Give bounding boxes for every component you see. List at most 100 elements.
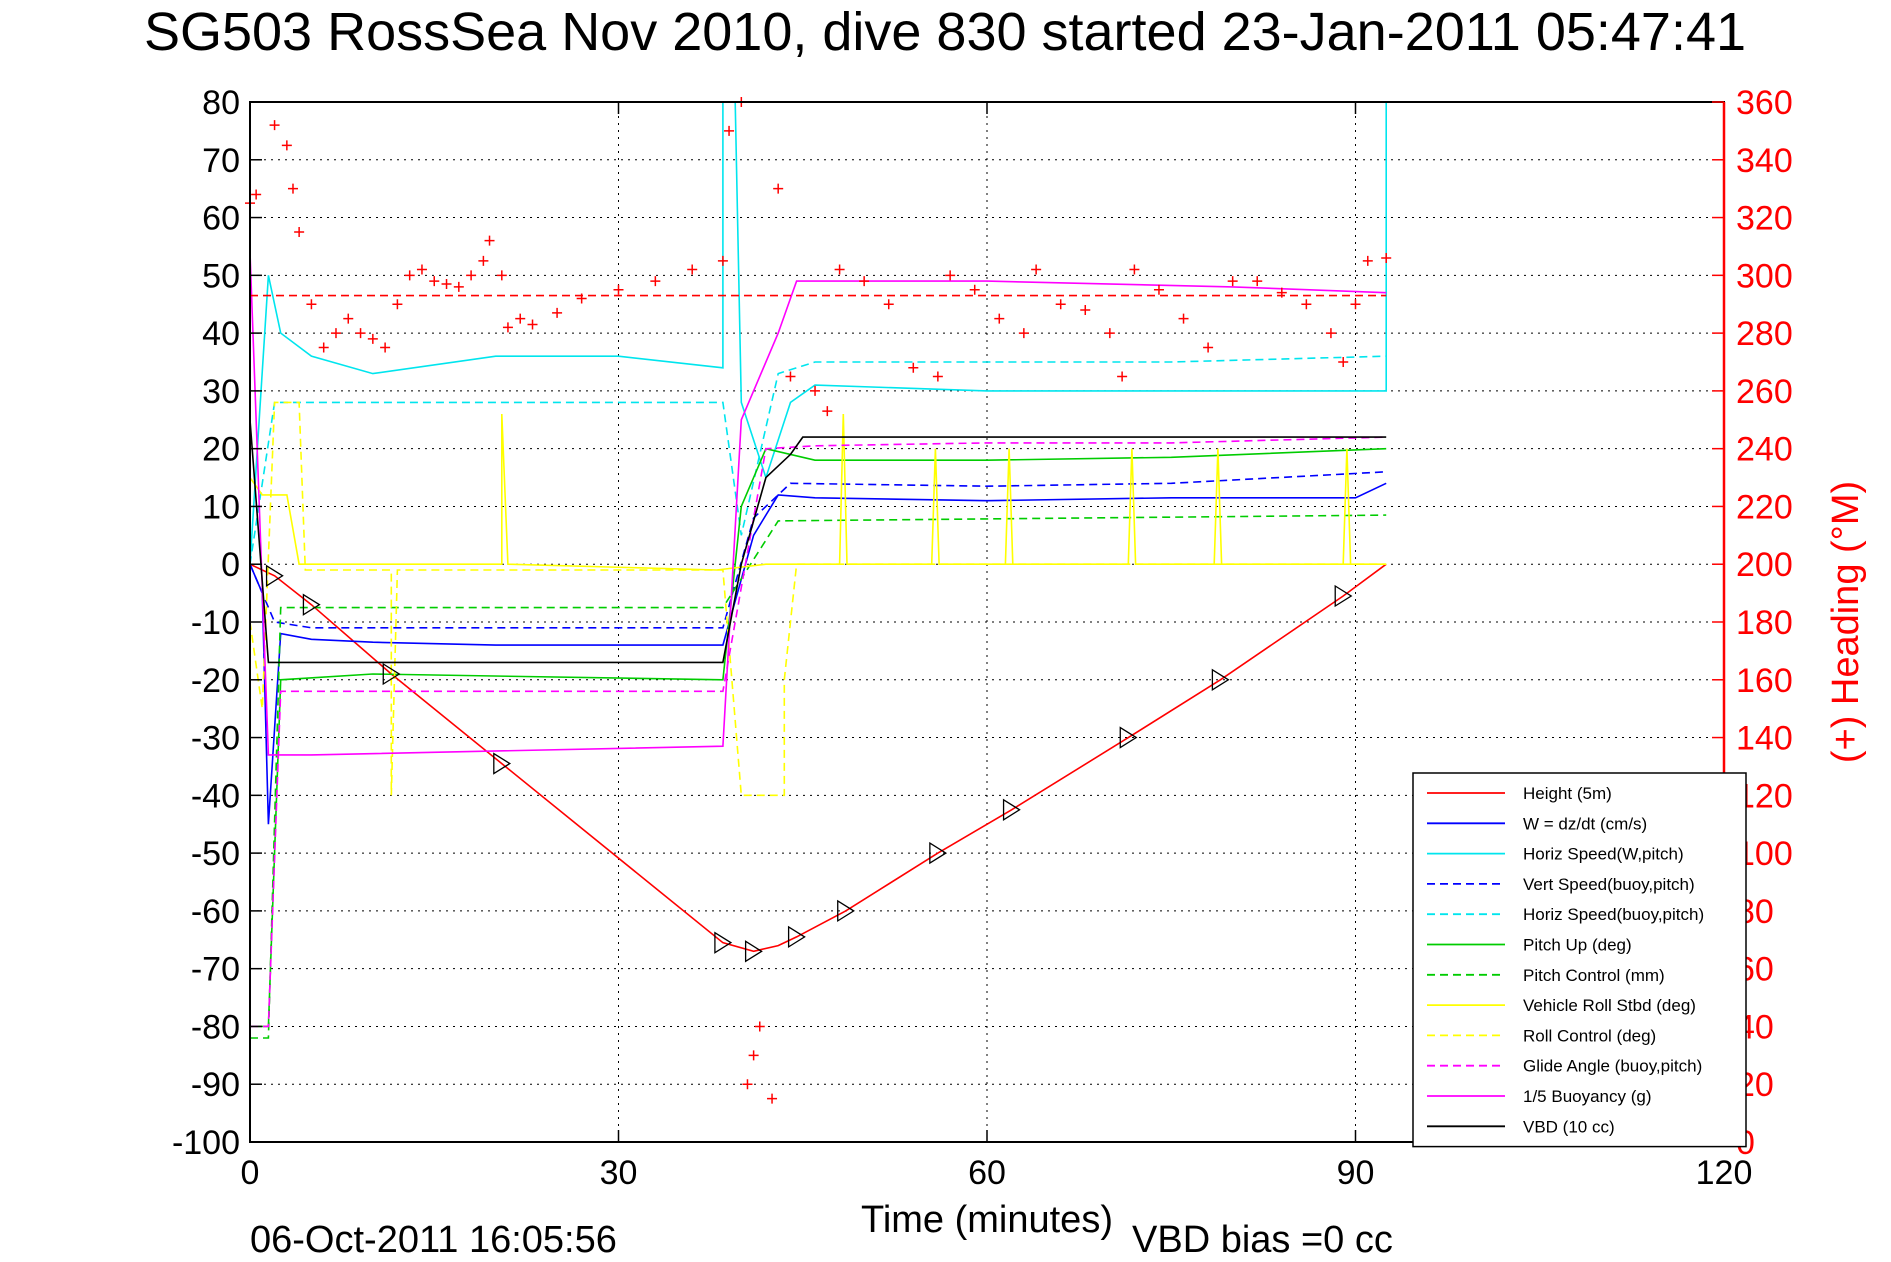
depth-marker <box>1211 668 1230 691</box>
y-right-tick-label: 320 <box>1736 200 1793 238</box>
heading-point <box>724 125 735 136</box>
heading-point <box>748 1050 759 1061</box>
series-vbd-10-cc <box>249 419 1387 664</box>
y-left-tick-label: -70 <box>191 951 240 989</box>
heading-point <box>1227 276 1238 287</box>
legend-label: W = dz/dt (cm/s) <box>1523 814 1647 833</box>
y-left-tick-label: 40 <box>202 315 240 353</box>
heading-point <box>994 313 1005 324</box>
y-right-tick-label: 140 <box>1736 720 1793 758</box>
heading-point <box>453 281 464 292</box>
heading-point <box>834 264 845 275</box>
depth-marker <box>493 752 512 775</box>
heading-point <box>785 371 796 382</box>
heading-point <box>392 299 403 310</box>
heading-point <box>1178 313 1189 324</box>
vbd-bias: VBD bias =0 cc <box>1132 1219 1393 1261</box>
heading-point <box>281 140 292 151</box>
heading-point <box>650 276 661 287</box>
heading-point <box>429 276 440 287</box>
y-right-tick-label: 260 <box>1736 373 1793 411</box>
series-1-5-buoyancy-g <box>249 252 1387 756</box>
y-right-tick-label: 220 <box>1736 488 1793 526</box>
depth-marker <box>1334 584 1353 608</box>
heading-point <box>527 319 538 330</box>
y-left-tick-label: 50 <box>202 257 240 295</box>
heading-point <box>1117 371 1128 382</box>
heading-point <box>416 264 427 275</box>
series-pitch-control-mm <box>250 514 1387 1039</box>
y-left-tick-label: 0 <box>221 546 240 584</box>
heading-point <box>883 299 894 310</box>
heading-point <box>613 284 624 295</box>
legend-label: Vert Speed(buoy,pitch) <box>1523 875 1695 894</box>
heading-point <box>367 333 378 344</box>
heading-point <box>496 270 507 281</box>
y-left-tick-label: -20 <box>191 662 240 700</box>
heading-point <box>717 255 728 266</box>
heading-point <box>1325 328 1336 339</box>
heading-point <box>269 120 280 131</box>
depth-markers <box>265 564 1353 963</box>
chart-title: SG503 RossSea Nov 2010, dive 830 started… <box>144 2 1746 62</box>
legend-label: Pitch Control (mm) <box>1523 966 1665 985</box>
depth-marker <box>837 899 855 923</box>
heading-point <box>287 183 298 194</box>
heading-point <box>502 322 513 333</box>
depth-marker <box>265 564 284 587</box>
heading-point <box>251 189 262 200</box>
y-left-tick-label: 20 <box>202 431 240 469</box>
heading-point <box>330 328 341 339</box>
heading-point <box>773 183 784 194</box>
series-heading <box>245 97 1392 1104</box>
x-axis-label: Time (minutes) <box>861 1199 1113 1241</box>
heading-point <box>441 279 452 289</box>
legend: Height (5m) W = dz/dt (cm/s) Horiz Speed(W… <box>1412 772 1747 1148</box>
x-tick-label: 60 <box>968 1154 1006 1192</box>
y-left-tick-label: 70 <box>202 142 240 180</box>
y-right-tick-label: 240 <box>1736 431 1793 469</box>
legend-label: Vehicle Roll Stbd (deg) <box>1523 996 1696 1015</box>
legend-label: 1/5 Buoyancy (g) <box>1523 1087 1652 1106</box>
y-left-tick-label: 10 <box>202 488 240 526</box>
heading-point <box>767 1093 778 1104</box>
heading-point <box>1203 342 1214 353</box>
heading-point <box>1252 276 1263 287</box>
heading-point <box>478 255 489 266</box>
heading-point <box>742 1079 753 1090</box>
series-w-dz-dt-cm-s <box>249 482 1387 825</box>
heading-point <box>1338 357 1349 367</box>
heading-point <box>1031 264 1042 275</box>
y-left-tick-label: -50 <box>191 835 240 873</box>
x-tick-label: 30 <box>600 1154 638 1192</box>
y-right-tick-label: 340 <box>1736 142 1793 180</box>
y-left-tick-label: -90 <box>191 1066 240 1104</box>
y-left-tick-label: -10 <box>191 604 240 642</box>
timestamp: 06-Oct-2011 16:05:56 <box>250 1219 617 1261</box>
y-left-tick-label: 30 <box>202 373 240 411</box>
depth-marker <box>714 931 733 954</box>
heading-point <box>810 385 821 396</box>
heading-point <box>687 264 698 275</box>
heading-point <box>859 276 870 287</box>
heading-point <box>404 270 415 281</box>
heading-point <box>1018 328 1029 339</box>
heading-point <box>822 406 833 417</box>
depth-marker <box>382 662 401 686</box>
heading-point <box>343 313 354 324</box>
heading-point <box>552 307 563 318</box>
heading-point <box>969 284 980 295</box>
heading-point <box>932 371 943 382</box>
series-roll-control-deg <box>249 401 1387 797</box>
series-glide-angle-buoy-pitch <box>250 436 1387 1028</box>
legend-box <box>1412 772 1747 1148</box>
depth-marker <box>1002 798 1021 821</box>
heading-point <box>1153 284 1164 295</box>
legend-label: Glide Angle (buoy,pitch) <box>1523 1057 1702 1076</box>
heading-point <box>1104 328 1115 339</box>
heading-point <box>754 1021 765 1032</box>
heading-point <box>380 342 391 353</box>
heading-point <box>1055 299 1066 310</box>
heading-point <box>1276 287 1287 298</box>
y-left-tick-label: -30 <box>191 720 240 758</box>
